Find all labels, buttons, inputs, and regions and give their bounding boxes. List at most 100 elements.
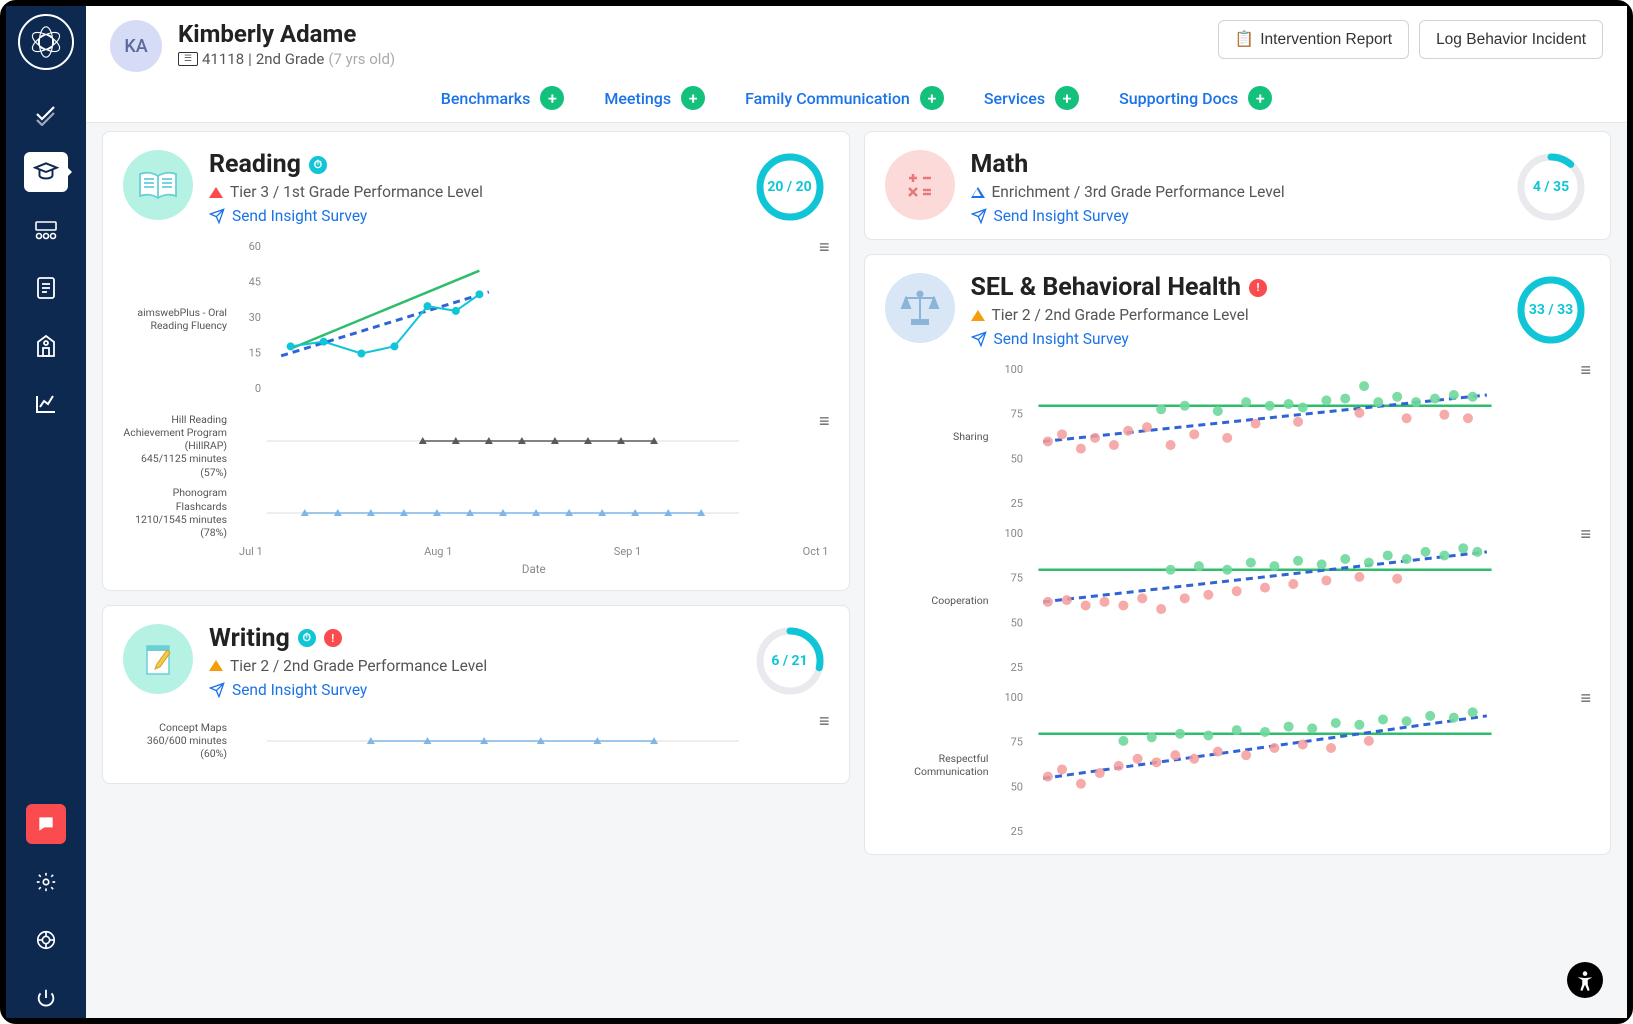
alert-icon: !: [324, 629, 342, 647]
math-tier: Enrichment / 3rd Grade Performance Level: [992, 183, 1285, 201]
concept-label: Concept Maps360/600 minutes (60%): [123, 713, 231, 769]
svg-text:25: 25: [1010, 661, 1022, 674]
svg-text:60: 60: [249, 240, 261, 253]
flashcards-chart: [239, 485, 829, 541]
plus-icon[interactable]: +: [540, 86, 564, 110]
math-title: Math: [971, 150, 1029, 179]
plus-icon[interactable]: +: [1248, 86, 1272, 110]
nav-school-icon[interactable]: [24, 326, 68, 366]
svg-text:45: 45: [249, 276, 261, 289]
help-icon[interactable]: [24, 920, 68, 960]
reading-tier: Tier 3 / 1st Grade Performance Level: [230, 183, 483, 201]
sel-title: SEL & Behavioral Health: [971, 273, 1241, 302]
power-icon[interactable]: [24, 978, 68, 1018]
tab-services[interactable]: Services+: [984, 86, 1079, 110]
avatar: KA: [110, 20, 162, 72]
plus-icon[interactable]: +: [1055, 86, 1079, 110]
plus-icon[interactable]: +: [920, 86, 944, 110]
svg-text:75: 75: [1010, 572, 1022, 585]
math-progress-ring: 4 / 35: [1516, 152, 1586, 222]
clock-icon: ⏱: [309, 156, 327, 174]
header: KA Kimberly Adame ☰ 41118 | 2nd Grade (7…: [86, 6, 1627, 123]
chart-menu-icon[interactable]: ≡: [1580, 524, 1590, 545]
chart-menu-icon[interactable]: ≡: [819, 237, 829, 258]
reading-card: Reading⏱ Tier 3 / 1st Grade Performance …: [102, 131, 850, 591]
svg-text:0: 0: [255, 382, 261, 395]
svg-text:30: 30: [249, 311, 261, 324]
reading-xaxis-title: Date: [123, 558, 829, 576]
sidebar: [6, 6, 86, 1018]
plus-icon[interactable]: +: [681, 86, 705, 110]
nav-student-icon[interactable]: [24, 152, 68, 192]
tab-benchmarks[interactable]: Benchmarks+: [441, 86, 565, 110]
math-card: Math Enrichment / 3rd Grade Performance …: [864, 131, 1612, 240]
svg-text:100: 100: [1004, 363, 1023, 376]
settings-icon[interactable]: [24, 862, 68, 902]
book-icon: [123, 150, 193, 220]
nav-chart-icon[interactable]: [24, 384, 68, 424]
math-icon: [885, 150, 955, 220]
chart-menu-icon[interactable]: ≡: [819, 711, 829, 732]
chart-menu-icon[interactable]: ≡: [819, 411, 829, 432]
nav-classroom-icon[interactable]: [24, 210, 68, 250]
hillrap-label: Hill Reading Achievement Program (HillRA…: [123, 413, 231, 479]
svg-text:50: 50: [1010, 780, 1022, 793]
fluency-chart: 0 15 30 45 60: [239, 239, 829, 399]
student-grade: 2nd Grade: [256, 50, 324, 68]
tab-family-communication[interactable]: Family Communication+: [745, 86, 944, 110]
send-icon: [209, 208, 225, 224]
nav-document-icon[interactable]: [24, 268, 68, 308]
chat-button[interactable]: [26, 804, 66, 844]
sel-card: SEL & Behavioral Health! Tier 2 / 2nd Gr…: [864, 254, 1612, 855]
tabs: Benchmarks+ Meetings+ Family Communication…: [110, 72, 1603, 122]
concept-chart: [239, 713, 829, 769]
svg-text:75: 75: [1010, 408, 1022, 421]
math-survey-link[interactable]: Send Insight Survey: [971, 207, 1285, 225]
writing-tier: Tier 2 / 2nd Grade Performance Level: [230, 657, 487, 675]
chart-menu-icon[interactable]: ≡: [1580, 360, 1590, 381]
send-icon: [971, 331, 987, 347]
svg-text:15: 15: [249, 347, 261, 360]
fluency-label: aimswebPlus - Oral Reading Fluency: [123, 239, 231, 399]
tab-supporting-docs[interactable]: Supporting Docs+: [1119, 86, 1272, 110]
writing-progress-ring: 6 / 21: [755, 626, 825, 696]
sel-scatter-chart: 255075100: [1001, 526, 1591, 676]
log-behavior-button[interactable]: Log Behavior Incident: [1419, 20, 1603, 59]
tier-triangle-icon: [971, 187, 985, 198]
student-age: (7 yrs old): [328, 50, 395, 68]
sel-chart-label: Sharing: [885, 362, 993, 512]
pencil-icon: [123, 624, 193, 694]
tier-triangle-icon: [209, 660, 223, 671]
hillrap-chart: [239, 413, 829, 469]
chart-menu-icon[interactable]: ≡: [1580, 688, 1590, 709]
student-name: Kimberly Adame: [178, 20, 395, 48]
sel-chart-label: Respectful Communication: [885, 690, 993, 840]
flashcards-label: Phonogram Flashcards1210/1545 minutes (7…: [123, 485, 231, 541]
tab-meetings[interactable]: Meetings+: [604, 86, 705, 110]
svg-text:100: 100: [1004, 527, 1023, 540]
scale-icon: [885, 273, 955, 343]
writing-survey-link[interactable]: Send Insight Survey: [209, 681, 487, 699]
svg-text:25: 25: [1010, 497, 1022, 510]
sel-progress-ring: 33 / 33: [1516, 275, 1586, 345]
svg-text:25: 25: [1010, 825, 1022, 838]
nav-check-icon[interactable]: [24, 94, 68, 134]
intervention-report-button[interactable]: 📋Intervention Report: [1218, 20, 1409, 59]
sel-chart-label: Cooperation: [885, 526, 993, 676]
sel-survey-link[interactable]: Send Insight Survey: [971, 330, 1267, 348]
writing-title: Writing: [209, 624, 290, 653]
reading-survey-link[interactable]: Send Insight Survey: [209, 207, 483, 225]
sel-scatter-chart: 255075100: [1001, 690, 1591, 840]
id-badge-icon: ☰: [178, 52, 198, 66]
svg-text:100: 100: [1004, 691, 1023, 704]
sel-tier: Tier 2 / 2nd Grade Performance Level: [992, 306, 1249, 324]
writing-card: Writing⏱! Tier 2 / 2nd Grade Performance…: [102, 605, 850, 784]
sel-scatter-chart: 255075100: [1001, 362, 1591, 512]
reading-xaxis: Jul 1Aug 1Sep 1Oct 1: [123, 541, 829, 558]
tier-triangle-icon: [209, 187, 223, 198]
send-icon: [971, 208, 987, 224]
tier-triangle-icon: [971, 310, 985, 321]
student-id: 41118: [202, 50, 244, 68]
accessibility-icon[interactable]: [1567, 962, 1603, 998]
alert-icon: !: [1249, 279, 1267, 297]
